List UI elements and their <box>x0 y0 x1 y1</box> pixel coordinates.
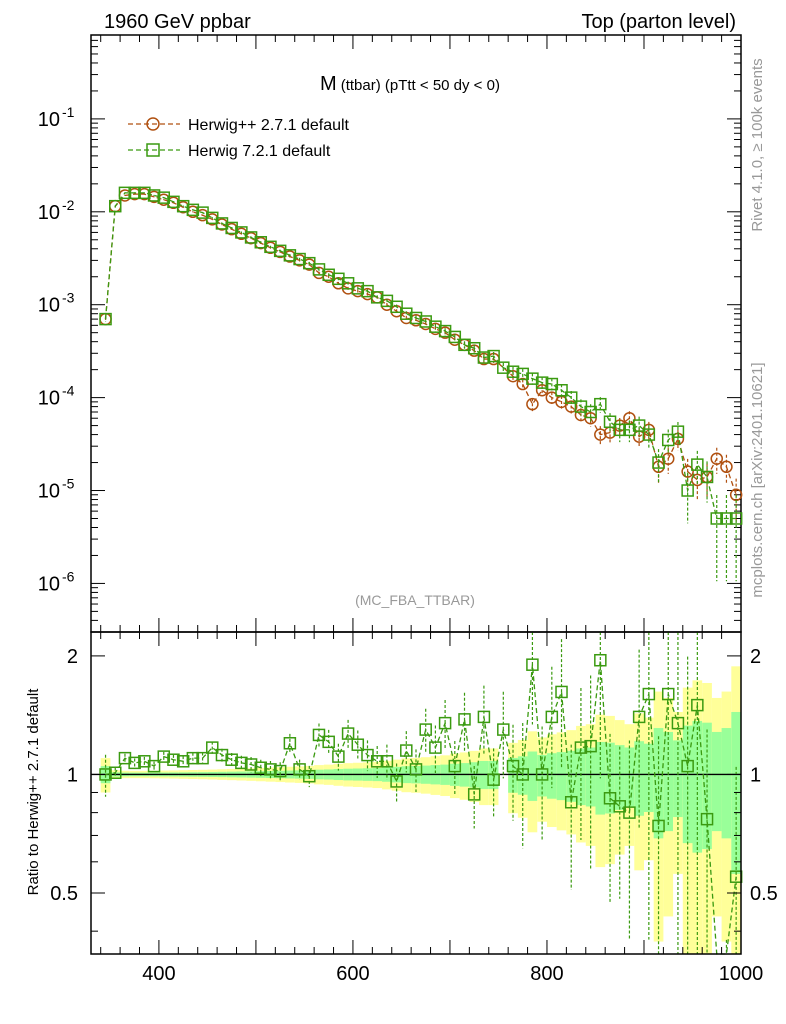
ytick-base: 10 <box>38 202 60 224</box>
xtick-label: 800 <box>530 963 563 985</box>
ytick-exp: -4 <box>62 383 75 399</box>
ratio-ytick-label-right: 2 <box>750 646 761 668</box>
band-green <box>576 748 586 805</box>
main-ytick-label: 10 -1 <box>38 104 75 131</box>
header-right: Top (parton level) <box>581 11 736 33</box>
series-line <box>106 193 737 519</box>
band-green <box>537 755 547 797</box>
rivet-label: Rivet 4.1.0, ≥ 100k events <box>749 58 766 231</box>
main-ticks: 10-110-210-310-410-510-6 <box>38 35 741 632</box>
main-ytick-label: 10 -2 <box>38 197 75 224</box>
xtick-label: 600 <box>336 963 369 985</box>
ytick-base: 10 <box>38 481 60 503</box>
xtick-label: 400 <box>142 963 175 985</box>
ytick-exp: -5 <box>62 476 75 492</box>
series-line <box>106 194 737 495</box>
ratio-ytick-label: 1 <box>67 764 78 786</box>
ratio-ytick-label: 2 <box>67 646 78 668</box>
band-green <box>547 753 557 799</box>
ytick-exp: -6 <box>62 568 75 584</box>
main-ytick-label: 10 -5 <box>38 476 75 503</box>
ytick-exp: -3 <box>62 290 75 306</box>
ytick-exp: -1 <box>62 104 75 120</box>
ytick-base: 10 <box>38 109 60 131</box>
main-ytick-label: 10 -3 <box>38 290 75 317</box>
ytick-base: 10 <box>38 388 60 410</box>
main-series <box>100 187 742 581</box>
data-point-herwigpp <box>711 453 722 464</box>
series-herwigpp <box>100 189 742 522</box>
legend-label-herwig7: Herwig 7.2.1 default <box>188 143 331 160</box>
xtick-label: 1000 <box>719 963 764 985</box>
ratio-ytick-label-right: 1 <box>750 764 761 786</box>
ratio-bands <box>101 666 741 954</box>
data-point-herwigpp <box>527 399 538 410</box>
legend: Herwig++ 2.7.1 default Herwig 7.2.1 defa… <box>128 117 350 160</box>
band-green <box>528 752 538 801</box>
band-green <box>663 732 673 831</box>
ytick-base: 10 <box>38 573 60 595</box>
series-herwig7 <box>100 187 742 581</box>
band-green <box>712 732 722 831</box>
ratio-ytick-label-right: 0.5 <box>750 883 778 905</box>
main-panel: 10-110-210-310-410-510-6 M (ttbar) (pTtt … <box>38 35 742 632</box>
main-ytick-label: 10 -4 <box>38 383 75 410</box>
data-point-herwigpp <box>721 461 732 472</box>
main-ytick-label: 10 -6 <box>38 568 75 595</box>
ytick-exp: -2 <box>62 197 75 213</box>
ytick-base: 10 <box>38 295 60 317</box>
band-green <box>722 728 732 838</box>
mcplots-figure: 1960 GeV ppbar Top (parton level) Rivet … <box>0 0 786 1024</box>
plot-title-main: M <box>320 73 337 95</box>
ratio-ylabel: Ratio to Herwig++ 2.7.1 default <box>25 688 42 896</box>
mcplots-label: mcplots.cern.ch [arXiv:2401.10621] <box>749 362 766 597</box>
watermark: (MC_FBA_TTBAR) <box>355 592 475 608</box>
data-point-herwigpp <box>731 489 742 500</box>
plot-title: M (ttbar) (pTtt < 50 dy < 0) <box>320 73 500 95</box>
header-left: 1960 GeV ppbar <box>104 11 251 33</box>
legend-label-herwigpp: Herwig++ 2.7.1 default <box>188 117 350 134</box>
plot-title-sub: (ttbar) (pTtt < 50 dy < 0) <box>341 77 500 94</box>
ratio-ytick-label: 0.5 <box>50 883 78 905</box>
